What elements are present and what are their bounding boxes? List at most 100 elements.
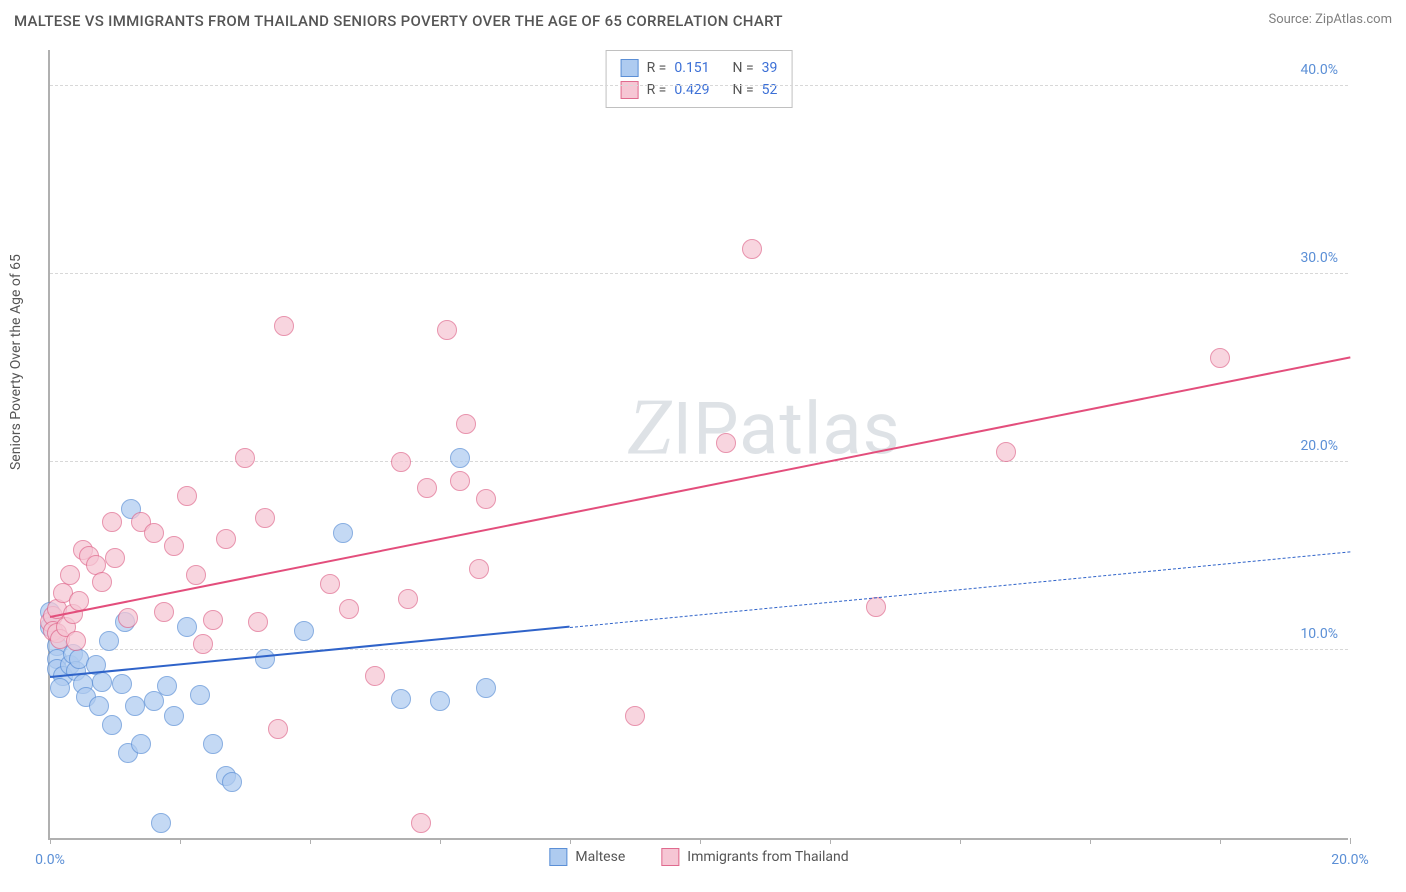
data-point-thailand [365,666,385,686]
x-tick [440,838,441,844]
x-tick [960,838,961,844]
data-point-maltese [430,691,450,711]
x-tick [50,838,51,844]
y-tick-label: 30.0% [1300,250,1338,266]
x-tick-label: 0.0% [35,852,65,868]
data-point-thailand [450,471,470,491]
data-point-thailand [154,602,174,622]
correlation-row-maltese: R = 0.151 N = 39 [621,57,778,79]
data-point-thailand [476,489,496,509]
data-point-maltese [391,689,411,709]
r-value-maltese: 0.151 [674,57,709,79]
data-point-thailand [105,548,125,568]
data-point-maltese [476,678,496,698]
data-point-thailand [186,565,206,585]
r-label: R = [647,79,667,101]
data-point-thailand [203,610,223,630]
data-point-thailand [391,452,411,472]
x-tick [830,838,831,844]
legend-item-thailand: Immigrants from Thailand [661,848,848,866]
series-legend: Maltese Immigrants from Thailand [549,848,848,866]
swatch-thailand [661,848,679,866]
data-point-thailand [66,631,86,651]
data-point-thailand [625,706,645,726]
data-point-maltese [164,706,184,726]
data-point-thailand [398,589,418,609]
data-point-thailand [437,320,457,340]
data-point-maltese [50,678,70,698]
chart-title: MALTESE VS IMMIGRANTS FROM THAILAND SENI… [14,12,783,30]
data-point-thailand [742,239,762,259]
data-point-maltese [333,523,353,543]
data-point-maltese [151,813,171,833]
correlation-legend-box: R = 0.151 N = 39 R = 0.429 N = 52 [606,50,793,108]
x-tick [1090,838,1091,844]
swatch-maltese [549,848,567,866]
data-point-thailand [469,559,489,579]
data-point-thailand [255,508,275,528]
gridline-h [50,273,1348,274]
data-point-thailand [102,512,122,532]
legend-label-maltese: Maltese [575,849,625,865]
x-tick [180,838,181,844]
data-point-maltese [89,696,109,716]
y-tick-label: 10.0% [1300,626,1338,642]
y-tick-label: 40.0% [1300,62,1338,78]
data-point-thailand [118,608,138,628]
data-point-thailand [92,572,112,592]
trendline-maltese-extrapolated [570,551,1350,628]
data-point-thailand [866,597,886,617]
plot-area: ZIPatlas R = 0.151 N = 39 R = 0.429 N = … [48,50,1348,840]
data-point-maltese [92,672,112,692]
data-point-maltese [203,734,223,754]
x-tick [570,838,571,844]
data-point-maltese [294,621,314,641]
data-point-maltese [177,617,197,637]
r-value-thailand: 0.429 [674,79,709,101]
data-point-maltese [222,772,242,792]
source-link[interactable]: ZipAtlas.com [1315,12,1392,27]
data-point-thailand [417,478,437,498]
data-point-thailand [60,565,80,585]
data-point-thailand [268,719,288,739]
data-point-thailand [235,448,255,468]
data-point-maltese [450,448,470,468]
data-point-thailand [1210,348,1230,368]
legend-label-thailand: Immigrants from Thailand [687,849,848,865]
gridline-h [50,649,1348,650]
data-point-thailand [248,612,268,632]
x-tick [700,838,701,844]
r-label: R = [647,57,667,79]
n-value-thailand: 52 [762,79,778,101]
data-point-maltese [131,734,151,754]
data-point-maltese [255,649,275,669]
data-point-thailand [716,433,736,453]
source-attribution: Source: ZipAtlas.com [1268,12,1392,27]
gridline-h [50,85,1348,86]
data-point-thailand [216,529,236,549]
correlation-row-thailand: R = 0.429 N = 52 [621,79,778,101]
y-tick-label: 20.0% [1300,438,1338,454]
x-tick [310,838,311,844]
data-point-maltese [99,631,119,651]
n-label: N = [733,79,754,101]
data-point-thailand [144,523,164,543]
x-tick [1350,838,1351,844]
data-point-maltese [190,685,210,705]
data-point-thailand [339,599,359,619]
data-point-thailand [164,536,184,556]
x-tick-label: 20.0% [1331,852,1369,868]
data-point-thailand [177,486,197,506]
source-label: Source: [1268,12,1315,27]
data-point-thailand [456,414,476,434]
data-point-thailand [996,442,1016,462]
data-point-maltese [125,696,145,716]
n-label: N = [733,57,754,79]
swatch-maltese [621,59,639,77]
chart-root: MALTESE VS IMMIGRANTS FROM THAILAND SENI… [0,0,1406,892]
data-point-thailand [193,634,213,654]
n-value-maltese: 39 [762,57,778,79]
data-point-maltese [157,676,177,696]
data-point-thailand [274,316,294,336]
trendline-thailand [50,356,1350,618]
